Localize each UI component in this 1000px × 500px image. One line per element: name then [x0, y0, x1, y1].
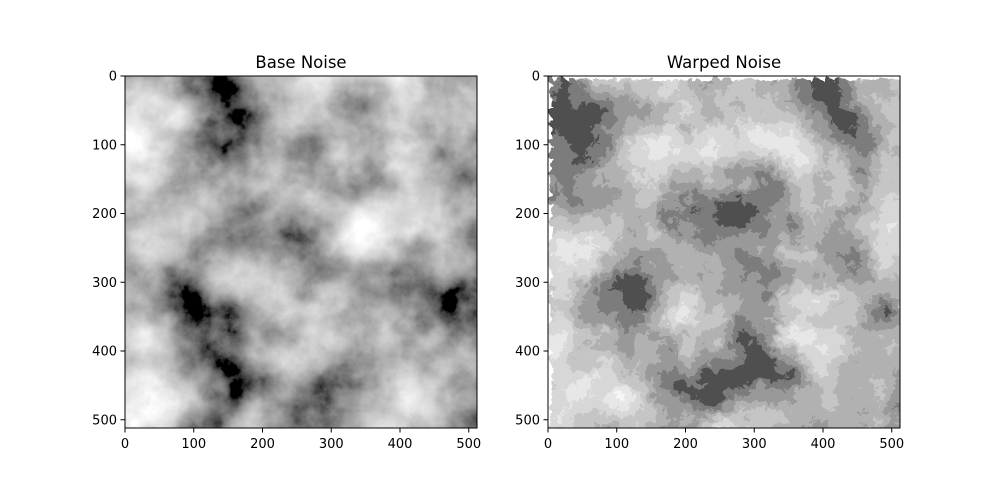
noise-image [548, 76, 900, 428]
axes-frame [124, 75, 478, 429]
axes-frame [547, 75, 901, 429]
x-tick-label: 300 [742, 437, 767, 452]
x-tick-label: 200 [673, 437, 698, 452]
heatmap-plot-area: 0 100 200 300 400 500 0 100 200 300 400 500 [92, 70, 481, 453]
x-tick-label: 400 [388, 437, 413, 452]
x-tick-label: 500 [456, 437, 481, 452]
x-tick-label: 0 [121, 437, 129, 452]
y-tick-label: 500 [515, 413, 540, 428]
x-tick-label: 100 [604, 437, 629, 452]
x-tick-label: 0 [544, 437, 552, 452]
x-tick-label: 200 [250, 437, 275, 452]
y-tick-label: 0 [109, 70, 117, 85]
x-tick-label: 500 [879, 437, 904, 452]
y-tick-label: 0 [532, 70, 540, 85]
y-tick-label: 400 [92, 345, 117, 360]
x-tick-label: 300 [319, 437, 344, 452]
panel-title: Warped Noise [667, 53, 781, 72]
y-tick-label: 200 [92, 207, 117, 222]
x-tick-label: 100 [181, 437, 206, 452]
y-tick-label: 100 [92, 138, 117, 153]
heatmap-plot-area: 0 100 200 300 400 500 0 100 200 300 400 500 [515, 70, 904, 453]
y-tick-label: 500 [92, 413, 117, 428]
x-tick-label: 400 [811, 437, 836, 452]
y-tick-label: 300 [92, 276, 117, 291]
noise-image [125, 76, 477, 428]
y-tick-label: 200 [515, 207, 540, 222]
panel-base-noise: Base Noise 0 100 200 300 400 500 0 100 200 300 400… [92, 53, 481, 452]
panel-title: Base Noise [255, 53, 346, 72]
y-tick-label: 400 [515, 345, 540, 360]
y-tick-label: 300 [515, 276, 540, 291]
panel-warped-noise: Warped Noise 0 100 200 300 400 500 0 100 200 300 4… [515, 53, 904, 452]
y-tick-label: 100 [515, 138, 540, 153]
